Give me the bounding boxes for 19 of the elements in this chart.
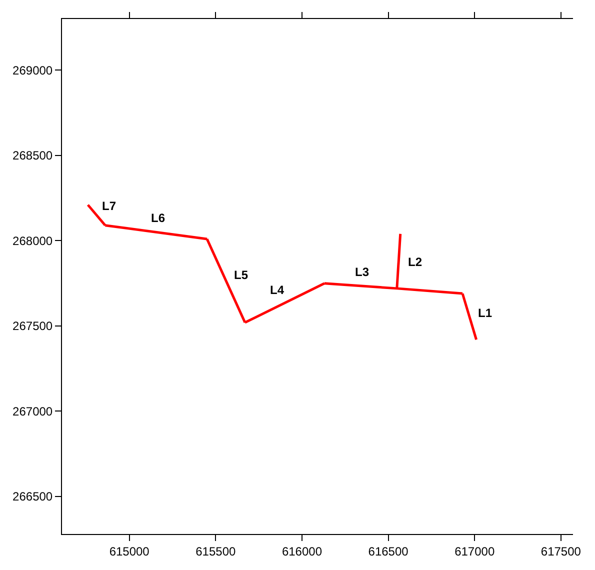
y-tick-label: 267000: [12, 404, 53, 418]
y-tick-label: 268000: [12, 234, 53, 248]
y-tick-label: 267500: [12, 319, 53, 334]
x-tick-label: 617000: [454, 544, 495, 558]
x-tick-label: 617500: [540, 544, 582, 558]
x-tick-label: 615000: [109, 544, 150, 558]
x-tick-label: 615500: [196, 544, 236, 558]
series-label: L4: [270, 283, 284, 297]
series-label: L2: [408, 255, 422, 269]
series-label: L7: [102, 199, 116, 213]
y-tick-label: 269000: [12, 63, 53, 78]
series-label: L3: [355, 265, 370, 279]
series-label: L6: [151, 211, 166, 225]
series-label: L1: [478, 306, 492, 320]
y-tick-label: 266500: [12, 490, 53, 504]
series-label: L5: [234, 268, 248, 282]
x-tick-label: 616000: [282, 544, 322, 558]
x-tick-label: 616500: [368, 544, 409, 558]
y-tick-label: 268500: [12, 148, 53, 163]
